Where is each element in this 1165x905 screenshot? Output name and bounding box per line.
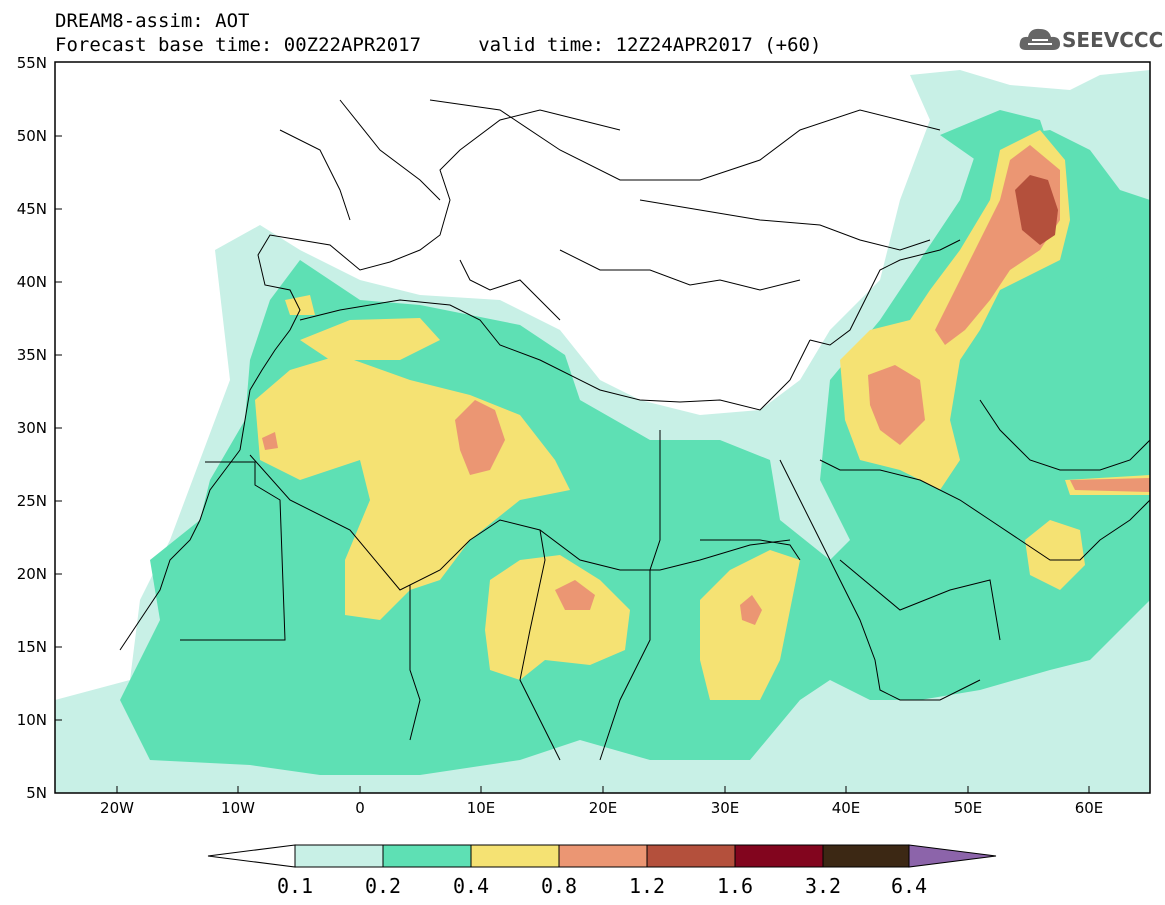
- colorbar-swatch-3: [558, 844, 648, 868]
- colorbar-swatch-6: [822, 844, 910, 868]
- colorbar-over-triangle: [908, 844, 997, 868]
- coastlines: [119, 99, 1150, 761]
- lat-label-35n: 35N: [17, 346, 47, 364]
- colorbar-label: 6.4: [891, 874, 927, 898]
- lon-label-0: 0: [355, 799, 365, 817]
- colorbar-swatch-5: [734, 844, 824, 868]
- longitude-axis: 20W 10W 0 10E 20E 30E 40E 50E 60E: [100, 786, 1103, 817]
- lon-label-40e: 40E: [832, 799, 861, 817]
- lat-label-40n: 40N: [17, 273, 47, 291]
- colorbar-label: 0.8: [541, 874, 577, 898]
- lon-label-50e: 50E: [954, 799, 983, 817]
- forecast-time-line: Forecast base time: 00Z22APR2017 valid t…: [55, 34, 822, 56]
- colorbar-label: 0.2: [365, 874, 401, 898]
- colorbar-labels: 0.1 0.2 0.4 0.8 1.2 1.6 3.2 6.4: [277, 874, 927, 898]
- map-title: DREAM8-assim: AOT: [55, 10, 250, 32]
- lon-label-30e: 30E: [711, 799, 740, 817]
- lat-label-55n: 55N: [17, 54, 47, 72]
- lon-label-20w: 20W: [100, 799, 134, 817]
- colorbar-under-triangle: [207, 844, 296, 868]
- lon-label-10w: 10W: [221, 799, 255, 817]
- lon-label-60e: 60E: [1075, 799, 1104, 817]
- lon-label-20e: 20E: [589, 799, 618, 817]
- lat-label-50n: 50N: [17, 127, 47, 145]
- lat-label-20n: 20N: [17, 565, 47, 583]
- colorbar-label: 0.1: [277, 874, 313, 898]
- lat-label-30n: 30N: [17, 419, 47, 437]
- colorbar-swatch-0: [294, 844, 384, 868]
- logo-text: SEEVCCC: [1062, 28, 1164, 52]
- seevccc-logo: SEEVCCC: [1018, 24, 1163, 56]
- lat-label-15n: 15N: [17, 638, 47, 656]
- lat-label-45n: 45N: [17, 200, 47, 218]
- colorbar-swatch-2: [470, 844, 560, 868]
- aot-fields: [55, 70, 1150, 793]
- latitude-axis: 55N 50N 45N 40N 35N 30N 25N 20N 15N 10N …: [17, 54, 62, 802]
- cloud-icon: [1019, 28, 1060, 50]
- lat-label-10n: 10N: [17, 711, 47, 729]
- lon-label-10e: 10E: [467, 799, 496, 817]
- colorbar-label: 3.2: [805, 874, 841, 898]
- lat-label-5n: 5N: [26, 784, 47, 802]
- colorbar-label: 0.4: [453, 874, 489, 898]
- colorbar: [207, 844, 997, 868]
- colorbar-label: 1.6: [717, 874, 753, 898]
- colorbar-swatch-1: [382, 844, 472, 868]
- colorbar-label: 1.2: [629, 874, 665, 898]
- lat-label-25n: 25N: [17, 492, 47, 510]
- colorbar-swatch-4: [646, 844, 736, 868]
